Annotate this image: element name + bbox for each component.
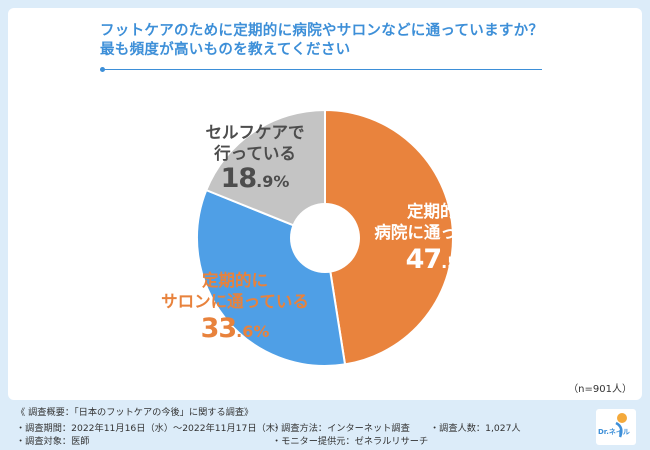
slice-pct-hospital-dec: .5 xyxy=(441,253,459,272)
footer-method: ・調査方法：インターネット調査 xyxy=(272,423,410,434)
slice-pct-self-int: 18 xyxy=(220,163,258,194)
slice-pct-salon-dec: .6 xyxy=(236,322,254,341)
footer-target: ・調査対象：医師 xyxy=(16,436,90,447)
logo-text: Dr.ネイル xyxy=(598,428,630,436)
donut-slice-hospital xyxy=(324,108,454,366)
footer-title: 《 調査概要：「日本のフットケアの今後」に関する調査》 xyxy=(16,407,254,418)
logo-icon xyxy=(615,413,627,438)
slice-pct-hospital-sign: % xyxy=(458,253,475,272)
footer-count: ・調査人数：1,027人 xyxy=(430,423,521,434)
footer-provider: ・モニター提供元：ゼネラルリサーチ xyxy=(272,436,429,447)
survey-question: フットケアのために定期的に病院やサロンなどに通っていますか？ 最も頻度が高いもの… xyxy=(100,22,600,60)
slice-label-self: セルフケアで 行っている 18.9% xyxy=(190,122,320,194)
slice-label-salon: 定期的に サロンに通っている 33.6% xyxy=(145,270,325,344)
slice-pct-self: 18.9% xyxy=(190,164,320,194)
slice-label-self-line2: 行っている xyxy=(214,144,296,163)
question-underline xyxy=(100,67,542,72)
slice-label-hospital-line2: 病院に通っている xyxy=(374,223,506,242)
slice-label-self-line1: セルフケアで xyxy=(205,123,305,142)
foot-care-logo: Dr.ネイル xyxy=(596,409,636,445)
slice-pct-self-sign: % xyxy=(273,172,290,191)
slice-label-salon-line1: 定期的に xyxy=(202,271,268,290)
slice-pct-salon: 33.6% xyxy=(145,314,325,344)
slice-label-salon-line2: サロンに通っている xyxy=(161,292,309,311)
donut-slice-self xyxy=(204,108,326,240)
slice-pct-salon-int: 33 xyxy=(200,313,238,344)
slice-pct-hospital-int: 47 xyxy=(405,244,443,275)
sample-size-note: （n=901人） xyxy=(568,384,632,395)
donut-hole xyxy=(290,203,360,273)
question-line-2: 最も頻度が高いものを教えてください xyxy=(100,42,351,58)
slice-pct-hospital: 47.5% xyxy=(355,245,525,275)
slice-label-hospital: 定期的に 病院に通っている 47.5% xyxy=(355,201,525,275)
slice-pct-salon-sign: % xyxy=(253,322,270,341)
slice-pct-self-dec: .9 xyxy=(256,172,274,191)
footer-period: ・調査期間：2022年11月16日（水）～2022年11月17日（木） xyxy=(16,423,285,434)
slice-label-hospital-line1: 定期的に xyxy=(407,202,473,221)
question-line-1: フットケアのために定期的に病院やサロンなどに通っていますか？ xyxy=(100,23,544,39)
survey-footer: 《 調査概要：「日本のフットケアの今後」に関する調査》 xyxy=(16,406,253,419)
